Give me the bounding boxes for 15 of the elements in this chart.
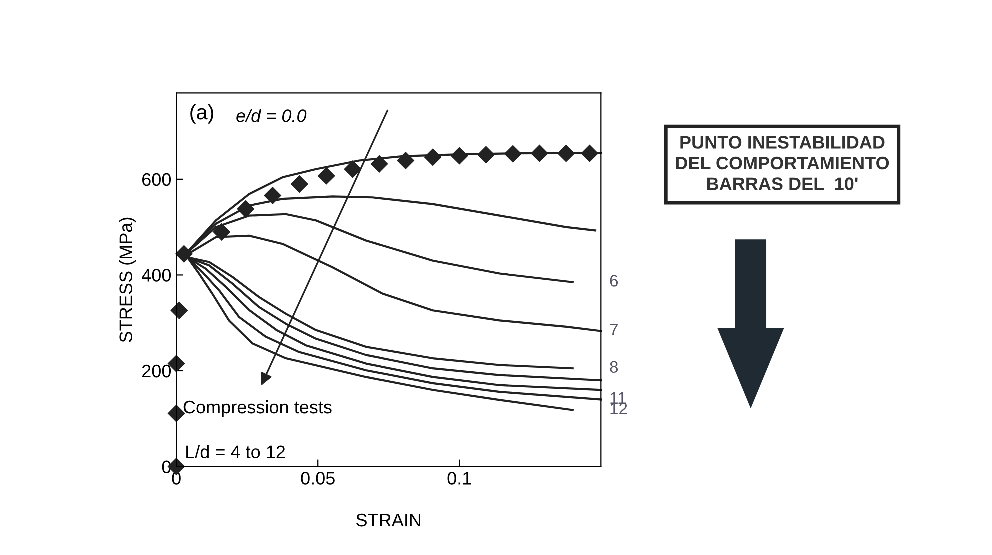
text: 8 — [610, 361, 618, 374]
annotation: e/d = 0.0 — [236, 109, 307, 122]
annotation: L/d = 4 to 12 — [186, 445, 286, 459]
y-tick-label: 200 — [142, 364, 172, 378]
annotation: Compression tests — [184, 400, 332, 418]
y-axis-title: STRESS (MPa) — [119, 218, 136, 342]
series-label: 7 — [610, 324, 618, 336]
annotation: (a) — [190, 104, 214, 124]
x-tick-label: 0.05 — [301, 472, 335, 485]
text: 6 — [610, 275, 618, 287]
y-tick-label: 400 — [142, 269, 172, 282]
x-axis-title: STRAIN — [356, 514, 420, 527]
x-tick-label: 0.1 — [448, 472, 472, 485]
text: PUNTO INESTABILIDAD DEL COMPORTAMIENTO BARRAS DEL 10' — [676, 136, 890, 190]
y-tick-label: 600 — [142, 173, 172, 186]
